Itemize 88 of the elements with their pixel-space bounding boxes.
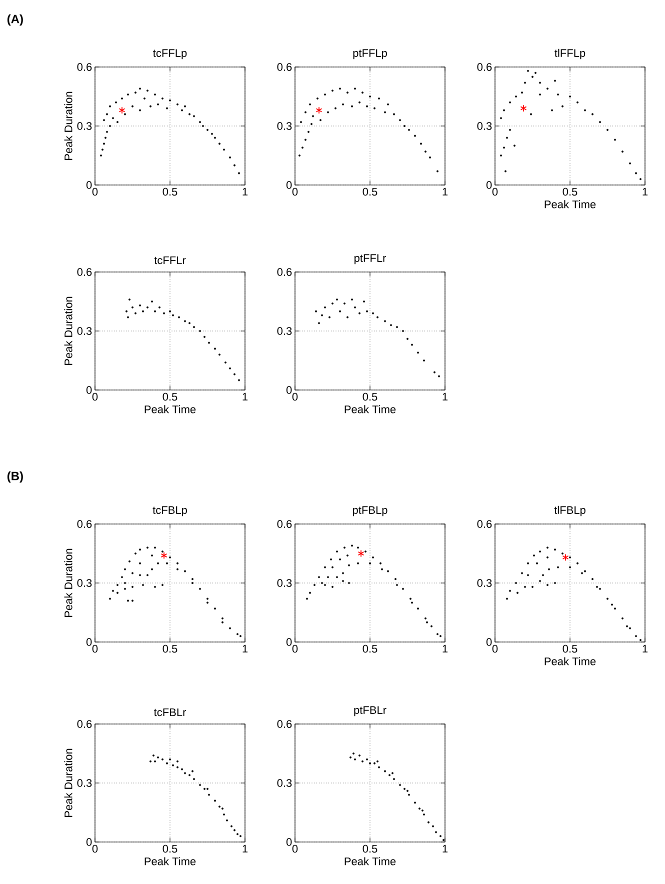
x-tick-label: 0 [292,844,298,853]
y-tick-label: 0 [286,181,292,189]
y-tick-label: 0 [286,386,292,394]
chart-title: ptFFLr [354,254,386,264]
point [118,106,126,114]
chart-title: tcFFLp [153,49,187,60]
y-tick-label: 0.3 [477,122,492,130]
y-tick-label: 0 [486,181,492,189]
x-tick-label: 0 [492,188,498,196]
x-tick-label: 0.5 [362,844,378,853]
point [520,104,527,112]
y-tick-label: 0.3 [277,122,292,130]
x-tick-label: 0 [92,844,98,853]
point [358,550,364,558]
y-tick-label: 0 [86,181,92,189]
x-axis-title: Peak Time [144,857,196,866]
text: (A) [7,14,23,26]
y-tick-label: 0.3 [277,327,292,335]
x-axis-title: Peak Time [344,857,396,866]
chart-title: ptFFLp [353,49,387,60]
x-tick-label: 0.5 [362,392,378,401]
y-tick-label: 0.3 [77,779,92,787]
text: (B) [7,471,23,483]
y-tick-label: 0 [86,838,92,846]
x-axis-title: Peak Time [344,405,396,414]
point [316,106,322,114]
y-tick-label: 0 [486,638,492,646]
y-axis-title: Peak Duration [64,92,72,160]
x-tick-label: 1 [442,844,448,852]
point [562,554,569,562]
y-tick-label: 0.6 [277,268,292,276]
x-tick-label: 0 [92,644,98,653]
y-tick-label: 0.6 [277,720,292,728]
y-tick-label: 0 [86,638,92,646]
x-tick-label: 0 [292,188,298,196]
x-tick-label: 0.5 [162,644,178,653]
y-tick-label: 0 [286,838,292,846]
x-tick-label: 0.5 [162,188,178,196]
x-tick-label: 1 [642,188,648,196]
chart-title: tlFFLp [554,48,586,60]
y-tick-label: 0.6 [477,520,492,528]
y-tick-label: 0.3 [77,579,92,587]
x-tick-label: 1 [242,844,248,852]
x-tick-label: 1 [442,188,448,196]
chart-title: ptFBLr [354,706,386,716]
y-tick-label: 0.3 [477,579,492,587]
y-axis-title: Peak Duration [64,296,72,365]
x-tick-label: 0 [292,644,298,653]
y-tick-label: 0.6 [277,63,292,71]
y-tick-label: 0.3 [277,779,292,787]
y-axis-title: Peak Duration [64,748,72,817]
y-tick-label: 0.6 [477,63,492,71]
x-tick-label: 1 [242,644,248,652]
y-axis-title: Peak Duration [64,548,72,617]
chart-title: tcFBLr [154,708,186,716]
y-tick-label: 0.3 [277,579,292,587]
point [160,552,168,560]
x-tick-label: 0 [92,392,98,401]
x-axis-title: Peak Time [144,405,196,414]
x-tick-label: 0.5 [362,644,378,653]
x-tick-label: 0.5 [562,188,578,196]
y-tick-label: 0.3 [77,327,92,335]
x-tick-label: 0 [92,188,98,196]
x-tick-label: 0.5 [362,188,378,196]
x-tick-label: 0.5 [562,644,578,653]
y-tick-label: 0.6 [77,720,92,728]
chart-title: ptFBLp [352,506,388,516]
y-tick-label: 0 [286,638,292,646]
chart-title: tcFFLr [154,256,186,264]
y-tick-label: 0.6 [77,520,92,528]
x-tick-label: 1 [242,188,248,196]
x-tick-label: 0 [292,392,298,401]
x-axis-title: Peak Time [544,657,596,666]
x-tick-label: 1 [442,392,448,400]
y-tick-label: 0.6 [77,268,92,276]
x-tick-label: 1 [642,644,648,652]
y-tick-label: 0.6 [277,520,292,528]
x-tick-label: 0 [492,644,498,653]
y-tick-label: 0.3 [77,122,92,130]
x-tick-label: 1 [242,392,248,400]
x-tick-label: 0.5 [162,844,178,853]
y-tick-label: 0 [86,386,92,394]
chart-title: tlFBLp [554,506,586,516]
y-tick-label: 0.6 [77,63,92,71]
x-axis-title: Peak Time [544,200,596,208]
x-tick-label: 1 [442,644,448,652]
chart-title: tcFBLp [152,506,187,516]
x-tick-label: 0.5 [162,392,178,401]
